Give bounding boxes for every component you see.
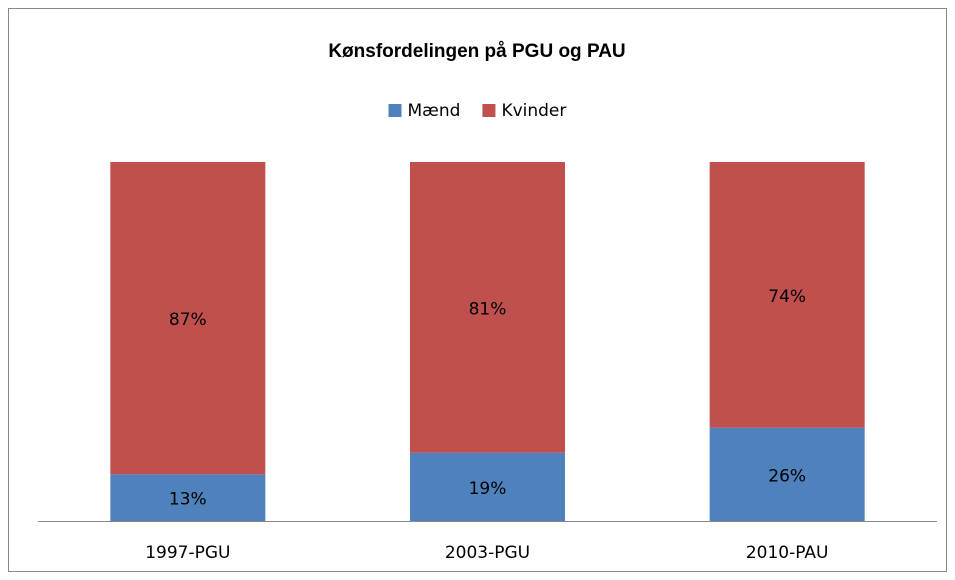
bar-segment [410, 162, 565, 453]
legend-label: Kvinder [501, 101, 566, 121]
bar-segment [110, 162, 266, 475]
bar-segment [410, 452, 565, 521]
legend-swatch [388, 104, 402, 117]
bar-segment [110, 474, 266, 521]
data-label: 87% [169, 310, 207, 330]
data-label: 26% [768, 466, 806, 486]
legend-swatch [482, 104, 496, 117]
chart-title: Kønsfordelingen på PGU og PAU [328, 41, 625, 62]
legend-label: Mænd [408, 101, 461, 121]
data-label: 13% [169, 490, 207, 510]
bar-segment [709, 162, 865, 428]
data-label: 81% [469, 299, 507, 319]
data-label: 74% [768, 287, 806, 307]
x-tick-label: 2003-PGU [445, 543, 530, 563]
data-label: 19% [469, 479, 507, 499]
bar-segment [709, 427, 865, 521]
x-tick-label: 1997-PGU [145, 543, 230, 563]
x-tick-label: 2010-PAU [746, 543, 829, 563]
